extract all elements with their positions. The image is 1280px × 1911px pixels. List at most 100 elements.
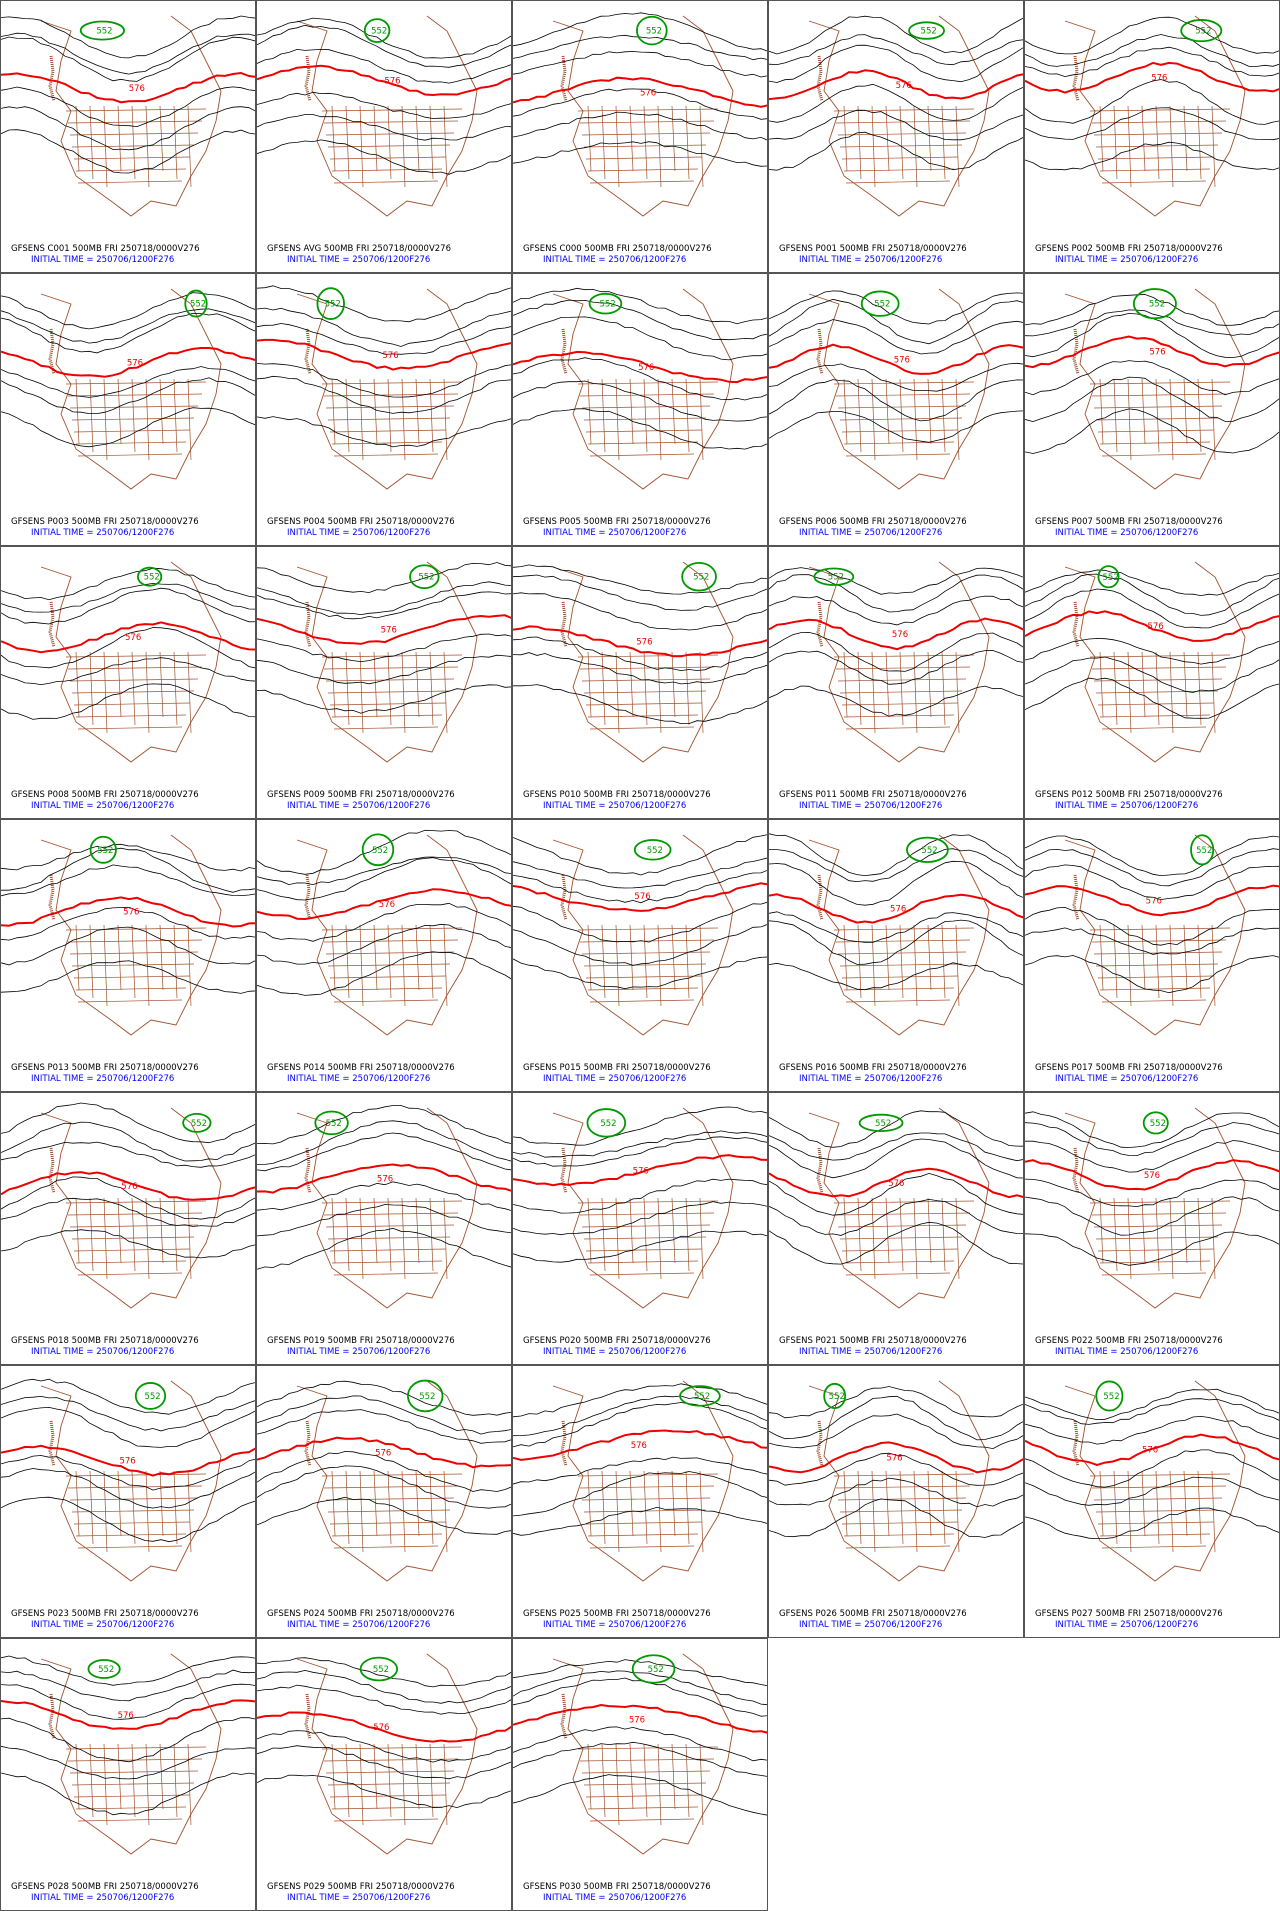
state-border	[857, 651, 862, 726]
height-contour	[1025, 16, 1279, 55]
state-border	[589, 180, 695, 184]
height-contour	[769, 362, 1023, 392]
height-contour	[769, 1452, 1023, 1486]
height-contour	[513, 1136, 767, 1167]
height-contour	[1, 587, 255, 625]
state-border	[329, 702, 447, 706]
state-border	[73, 1794, 191, 1798]
height-contour	[1, 366, 255, 398]
height-contour	[1025, 835, 1279, 877]
contour-label: 552	[647, 846, 663, 856]
initial-time: INITIAL TIME = 250706/1200F276	[543, 1620, 686, 1630]
contour-552	[182, 1112, 212, 1133]
contour-552	[906, 836, 949, 863]
panel-title: GFSENS P003 500MB FRI 250718/0000V276	[11, 517, 199, 527]
state-border	[429, 378, 434, 453]
height-contour	[257, 633, 511, 663]
height-contour	[1025, 360, 1279, 396]
state-border	[835, 120, 971, 124]
state-border	[325, 678, 455, 682]
height-contour	[1025, 677, 1279, 719]
state-border	[1095, 144, 1219, 148]
mountain-range	[1072, 1420, 1080, 1467]
height-contour	[1025, 588, 1279, 629]
state-border	[321, 927, 463, 931]
height-contour	[257, 1745, 511, 1780]
state-border	[843, 714, 955, 718]
state-border	[1099, 378, 1104, 445]
map-panel: 576 552 GFSENS P019 500MB FRI 250718/0000V…	[256, 1092, 512, 1365]
panel-title: GFSENS P013 500MB FRI 250718/0000V276	[11, 1063, 199, 1073]
height-contour	[513, 408, 767, 450]
height-contour	[257, 951, 511, 996]
contour-label: 576	[381, 625, 397, 635]
state-border	[103, 105, 108, 188]
state-border	[615, 924, 620, 1007]
coastline	[40, 15, 222, 217]
contour-576	[769, 343, 1023, 375]
state-border	[401, 1197, 406, 1280]
state-border	[145, 1197, 150, 1280]
state-border	[323, 1212, 459, 1216]
height-contour	[257, 1657, 511, 1688]
initial-time: INITIAL TIME = 250706/1200F276	[543, 1347, 686, 1357]
height-contour	[769, 919, 1023, 965]
height-contour	[1025, 864, 1279, 901]
state-border	[69, 1497, 199, 1501]
state-border	[1091, 939, 1227, 943]
state-border	[587, 1806, 699, 1810]
state-border	[359, 1470, 364, 1553]
state-border	[187, 1743, 192, 1826]
coastline	[296, 15, 478, 217]
state-border	[577, 108, 719, 112]
state-border	[885, 105, 890, 172]
state-border	[833, 1200, 975, 1204]
state-border	[671, 1197, 676, 1264]
state-border	[429, 651, 434, 726]
contour-label: 552	[600, 1119, 616, 1129]
state-border	[145, 378, 150, 461]
state-border	[871, 924, 876, 1007]
state-border	[843, 441, 955, 445]
state-border	[77, 726, 183, 730]
state-border	[321, 381, 463, 385]
height-contour	[769, 109, 1023, 141]
state-border	[321, 108, 463, 112]
panel-title: GFSENS P027 500MB FRI 250718/0000V276	[1035, 1609, 1223, 1619]
state-border	[325, 1224, 455, 1228]
state-border	[685, 105, 690, 180]
contour-label: 552	[1103, 573, 1119, 583]
initial-time: INITIAL TIME = 250706/1200F276	[1055, 255, 1198, 265]
mountain-range	[1072, 328, 1080, 375]
state-border	[1155, 1470, 1160, 1545]
state-border	[615, 651, 620, 734]
height-contour	[513, 901, 767, 943]
height-contour	[1, 657, 255, 686]
map-panel: 576 552 GFSENS P024 500MB FRI 250718/0000V…	[256, 1365, 512, 1638]
mountain-range	[304, 328, 312, 375]
contour-label: 552	[921, 846, 937, 856]
height-contour	[513, 1741, 767, 1777]
state-border	[71, 690, 195, 694]
height-contour	[513, 141, 767, 167]
height-contour	[1, 683, 255, 720]
state-border	[1101, 726, 1207, 730]
state-border	[699, 924, 704, 1007]
mountain-range	[560, 1147, 568, 1194]
state-border	[857, 105, 862, 180]
coastline	[296, 288, 478, 490]
state-border	[1141, 651, 1146, 718]
state-border	[1095, 417, 1219, 421]
state-border	[629, 378, 634, 445]
height-contour	[769, 1110, 1023, 1148]
state-border	[843, 924, 848, 991]
state-border	[685, 1197, 690, 1272]
state-border	[615, 1743, 620, 1826]
state-border	[443, 924, 448, 1007]
coastline	[1064, 1380, 1246, 1582]
initial-time: INITIAL TIME = 250706/1200F276	[287, 1893, 430, 1903]
initial-time: INITIAL TIME = 250706/1200F276	[799, 528, 942, 538]
state-border	[73, 975, 191, 979]
state-border	[1089, 1473, 1231, 1477]
state-border	[131, 378, 136, 453]
